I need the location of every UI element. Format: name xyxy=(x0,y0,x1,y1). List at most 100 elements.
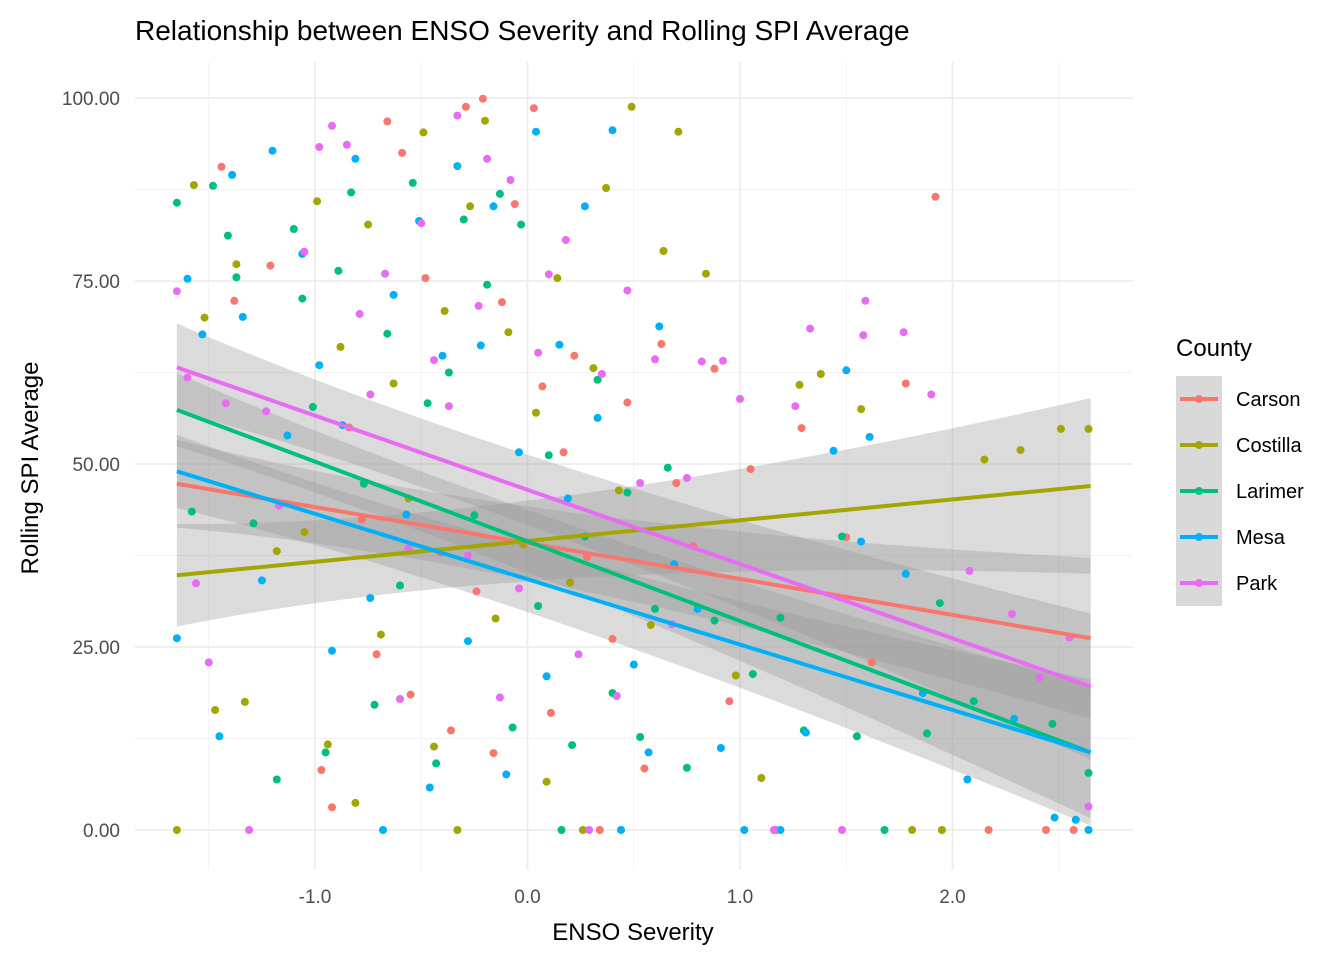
point-park xyxy=(965,566,974,575)
point-park xyxy=(262,407,271,416)
point-mesa xyxy=(283,431,292,440)
point-carson xyxy=(931,192,940,201)
point-larimer xyxy=(432,759,441,768)
point-carson xyxy=(266,261,275,270)
point-mesa xyxy=(716,744,725,752)
point-larimer xyxy=(298,294,307,303)
point-park xyxy=(1084,802,1093,811)
x-tick-label: -1.0 xyxy=(299,887,332,908)
point-park xyxy=(453,111,462,120)
y-tick-label: 50.00 xyxy=(72,455,120,476)
trend-line-costilla xyxy=(176,483,1091,578)
point-mesa xyxy=(379,826,387,834)
point-larimer xyxy=(334,266,343,275)
point-mesa xyxy=(172,634,181,643)
point-costilla xyxy=(430,742,438,751)
point-mesa xyxy=(515,448,523,457)
legend-label: Larimer xyxy=(1236,481,1304,503)
point-larimer xyxy=(663,463,672,472)
point-larimer xyxy=(568,741,577,750)
legend-label: Costilla xyxy=(1236,435,1302,457)
point-mesa xyxy=(183,274,192,283)
point-larimer xyxy=(423,399,432,408)
point-larimer xyxy=(776,613,785,622)
point-park xyxy=(515,584,523,593)
point-park xyxy=(495,693,504,702)
point-costilla xyxy=(659,247,668,255)
point-larimer xyxy=(223,231,232,240)
point-larimer xyxy=(682,763,691,772)
point-park xyxy=(192,579,200,588)
point-larimer xyxy=(923,729,931,738)
point-costilla xyxy=(553,274,562,283)
point-costilla xyxy=(646,621,655,629)
legend-item-park: Park xyxy=(1176,560,1278,606)
point-larimer xyxy=(232,273,241,282)
point-mesa xyxy=(489,202,498,211)
point-park xyxy=(770,826,778,834)
point-park xyxy=(430,356,438,365)
data-points xyxy=(172,94,1093,834)
point-costilla xyxy=(389,379,398,388)
point-costilla xyxy=(702,269,710,278)
point-larimer xyxy=(370,700,379,709)
point-larimer xyxy=(272,775,281,784)
point-park xyxy=(612,692,621,700)
point-park xyxy=(597,370,606,378)
confidence-band-larimer xyxy=(176,373,1091,819)
point-park xyxy=(474,301,483,310)
point-carson xyxy=(608,634,617,643)
point-carson xyxy=(623,398,632,407)
point-costilla xyxy=(323,740,332,749)
point-larimer xyxy=(710,616,719,625)
point-larimer xyxy=(1048,719,1057,728)
point-park xyxy=(342,140,351,149)
trend-lines xyxy=(176,365,1092,755)
legend-item-costilla: Costilla xyxy=(1176,422,1302,468)
point-carson xyxy=(867,658,876,667)
point-larimer xyxy=(408,178,417,187)
point-mesa xyxy=(198,330,207,339)
point-costilla xyxy=(440,307,449,315)
point-larimer xyxy=(289,225,298,233)
grid xyxy=(135,62,1133,870)
point-carson xyxy=(538,382,547,391)
y-tick-label: 100.00 xyxy=(62,89,120,110)
point-costilla xyxy=(795,380,804,389)
point-costilla xyxy=(504,328,513,337)
point-park xyxy=(366,390,375,399)
point-larimer xyxy=(544,451,553,460)
legend-key-point xyxy=(1195,441,1203,449)
point-park xyxy=(636,479,645,487)
point-mesa xyxy=(655,322,664,331)
point-mesa xyxy=(476,341,485,350)
point-costilla xyxy=(466,202,475,211)
trend-line-carson xyxy=(176,481,1091,641)
trend-line-mesa xyxy=(176,469,1092,755)
point-larimer xyxy=(187,507,196,516)
point-larimer xyxy=(748,670,757,679)
point-park xyxy=(838,826,846,834)
point-park xyxy=(183,373,192,382)
point-mesa xyxy=(740,826,749,834)
point-larimer xyxy=(623,488,632,497)
x-axis-title: ENSO Severity xyxy=(552,919,713,946)
point-mesa xyxy=(268,146,277,155)
point-larimer xyxy=(383,329,392,338)
point-costilla xyxy=(172,826,181,834)
point-carson xyxy=(478,94,487,103)
point-costilla xyxy=(602,184,611,192)
point-costilla xyxy=(272,547,281,556)
point-larimer xyxy=(209,181,217,190)
point-carson xyxy=(546,708,555,717)
point-park xyxy=(300,247,309,256)
point-carson xyxy=(372,650,381,659)
point-mesa xyxy=(644,748,653,757)
legend-item-larimer: Larimer xyxy=(1176,468,1304,514)
point-costilla xyxy=(532,408,540,417)
confidence-band-mesa xyxy=(176,434,1091,826)
point-park xyxy=(506,176,515,184)
point-costilla xyxy=(908,826,917,834)
point-park xyxy=(697,357,706,366)
point-carson xyxy=(472,587,481,596)
